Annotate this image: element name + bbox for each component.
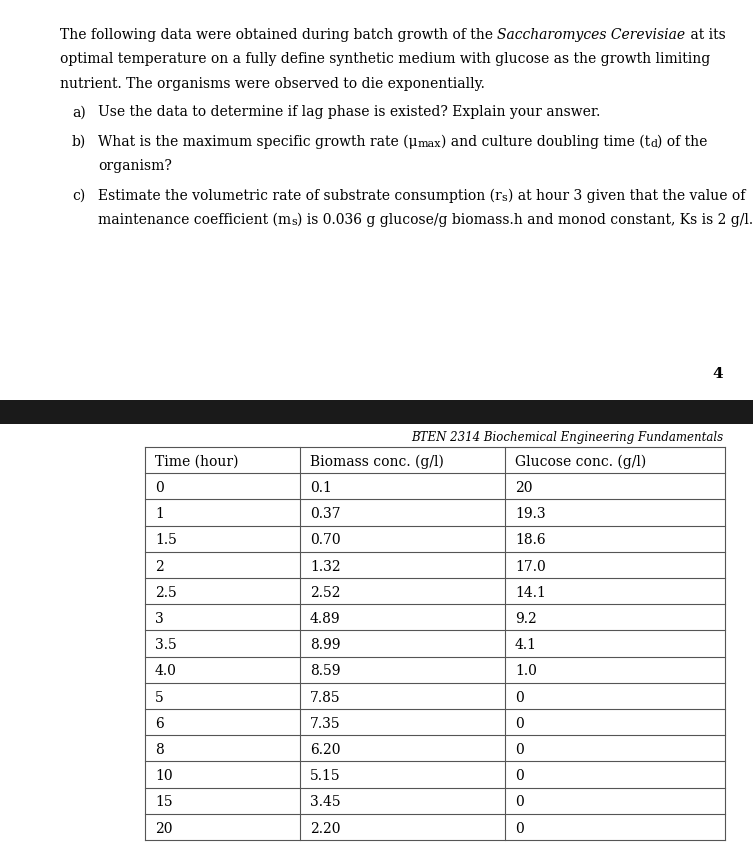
Text: 0: 0 [515, 822, 524, 836]
Text: 0: 0 [515, 717, 524, 731]
Text: 10: 10 [155, 770, 172, 783]
Text: 15: 15 [155, 795, 172, 809]
Text: 5.15: 5.15 [310, 770, 340, 783]
Text: 14.1: 14.1 [515, 586, 546, 600]
Text: a): a) [72, 105, 86, 119]
Text: 0.70: 0.70 [310, 533, 340, 547]
Text: Time (hour): Time (hour) [155, 455, 239, 469]
Text: 0: 0 [515, 770, 524, 783]
Text: 18.6: 18.6 [515, 533, 546, 547]
Text: 1.32: 1.32 [310, 560, 340, 574]
Text: 8: 8 [155, 743, 163, 757]
Text: organism?: organism? [98, 159, 172, 173]
Text: ) of the: ) of the [657, 135, 708, 149]
Bar [0, 400, 753, 424]
Text: 1.5: 1.5 [155, 533, 177, 547]
Text: 20: 20 [155, 822, 172, 836]
Text: 0: 0 [155, 481, 163, 495]
Text: 0: 0 [515, 795, 524, 809]
Text: 6.20: 6.20 [310, 743, 340, 757]
Text: 2.5: 2.5 [155, 586, 177, 600]
Text: 17.0: 17.0 [515, 560, 546, 574]
Text: 7.35: 7.35 [310, 717, 340, 731]
Text: at its: at its [685, 28, 725, 42]
Text: maintenance coefficient (m: maintenance coefficient (m [98, 213, 291, 227]
Text: 4.0: 4.0 [155, 665, 177, 679]
Text: 2.52: 2.52 [310, 586, 340, 600]
Text: 0: 0 [515, 691, 524, 704]
Text: ) and culture doubling time (t: ) and culture doubling time (t [441, 135, 650, 149]
Text: 4.89: 4.89 [310, 612, 340, 626]
Text: 0.1: 0.1 [310, 481, 332, 495]
Text: 9.2: 9.2 [515, 612, 537, 626]
Text: s: s [501, 193, 508, 203]
Text: Glucose conc. (g/l): Glucose conc. (g/l) [515, 455, 646, 469]
Text: 20: 20 [515, 481, 532, 495]
Text: 1: 1 [155, 508, 164, 521]
Text: 0: 0 [515, 743, 524, 757]
Text: Use the data to determine if lag phase is existed? Explain your answer.: Use the data to determine if lag phase i… [98, 105, 600, 119]
Text: optimal temperature on a fully define synthetic medium with glucose as the growt: optimal temperature on a fully define sy… [60, 52, 710, 66]
Text: Saccharomyces Cerevisiae: Saccharomyces Cerevisiae [498, 28, 685, 42]
Text: d: d [650, 139, 657, 149]
Text: 3.45: 3.45 [310, 795, 340, 809]
Text: BTEN 2314 Biochemical Engineering Fundamentals: BTEN 2314 Biochemical Engineering Fundam… [411, 431, 723, 444]
Text: ) is 0.036 g glucose/g biomass.h and monod constant, Ks is 2 g/l.: ) is 0.036 g glucose/g biomass.h and mon… [297, 213, 753, 228]
Text: 0.37: 0.37 [310, 508, 340, 521]
Text: 4.1: 4.1 [515, 638, 537, 652]
Text: 8.99: 8.99 [310, 638, 340, 652]
Text: c): c) [72, 188, 85, 203]
Text: 3.5: 3.5 [155, 638, 177, 652]
Text: Estimate the volumetric rate of substrate consumption (r: Estimate the volumetric rate of substrat… [98, 188, 501, 203]
Text: b): b) [72, 135, 87, 149]
Text: 3: 3 [155, 612, 163, 626]
Text: 2: 2 [155, 560, 163, 574]
Text: 19.3: 19.3 [515, 508, 546, 521]
Text: nutrient. The organisms were observed to die exponentially.: nutrient. The organisms were observed to… [60, 77, 485, 91]
Text: 8.59: 8.59 [310, 665, 340, 679]
Text: Biomass conc. (g/l): Biomass conc. (g/l) [310, 455, 444, 469]
Text: max: max [417, 139, 441, 149]
Text: 6: 6 [155, 717, 163, 731]
Text: 4: 4 [712, 367, 723, 381]
Text: s: s [291, 217, 297, 228]
Text: What is the maximum specific growth rate (μ: What is the maximum specific growth rate… [98, 135, 417, 149]
Text: The following data were obtained during batch growth of the: The following data were obtained during … [60, 28, 498, 42]
Text: 5: 5 [155, 691, 163, 704]
Text: 7.85: 7.85 [310, 691, 340, 704]
Text: 2.20: 2.20 [310, 822, 340, 836]
Text: ) at hour 3 given that the value of: ) at hour 3 given that the value of [508, 188, 745, 203]
Text: 1.0: 1.0 [515, 665, 537, 679]
